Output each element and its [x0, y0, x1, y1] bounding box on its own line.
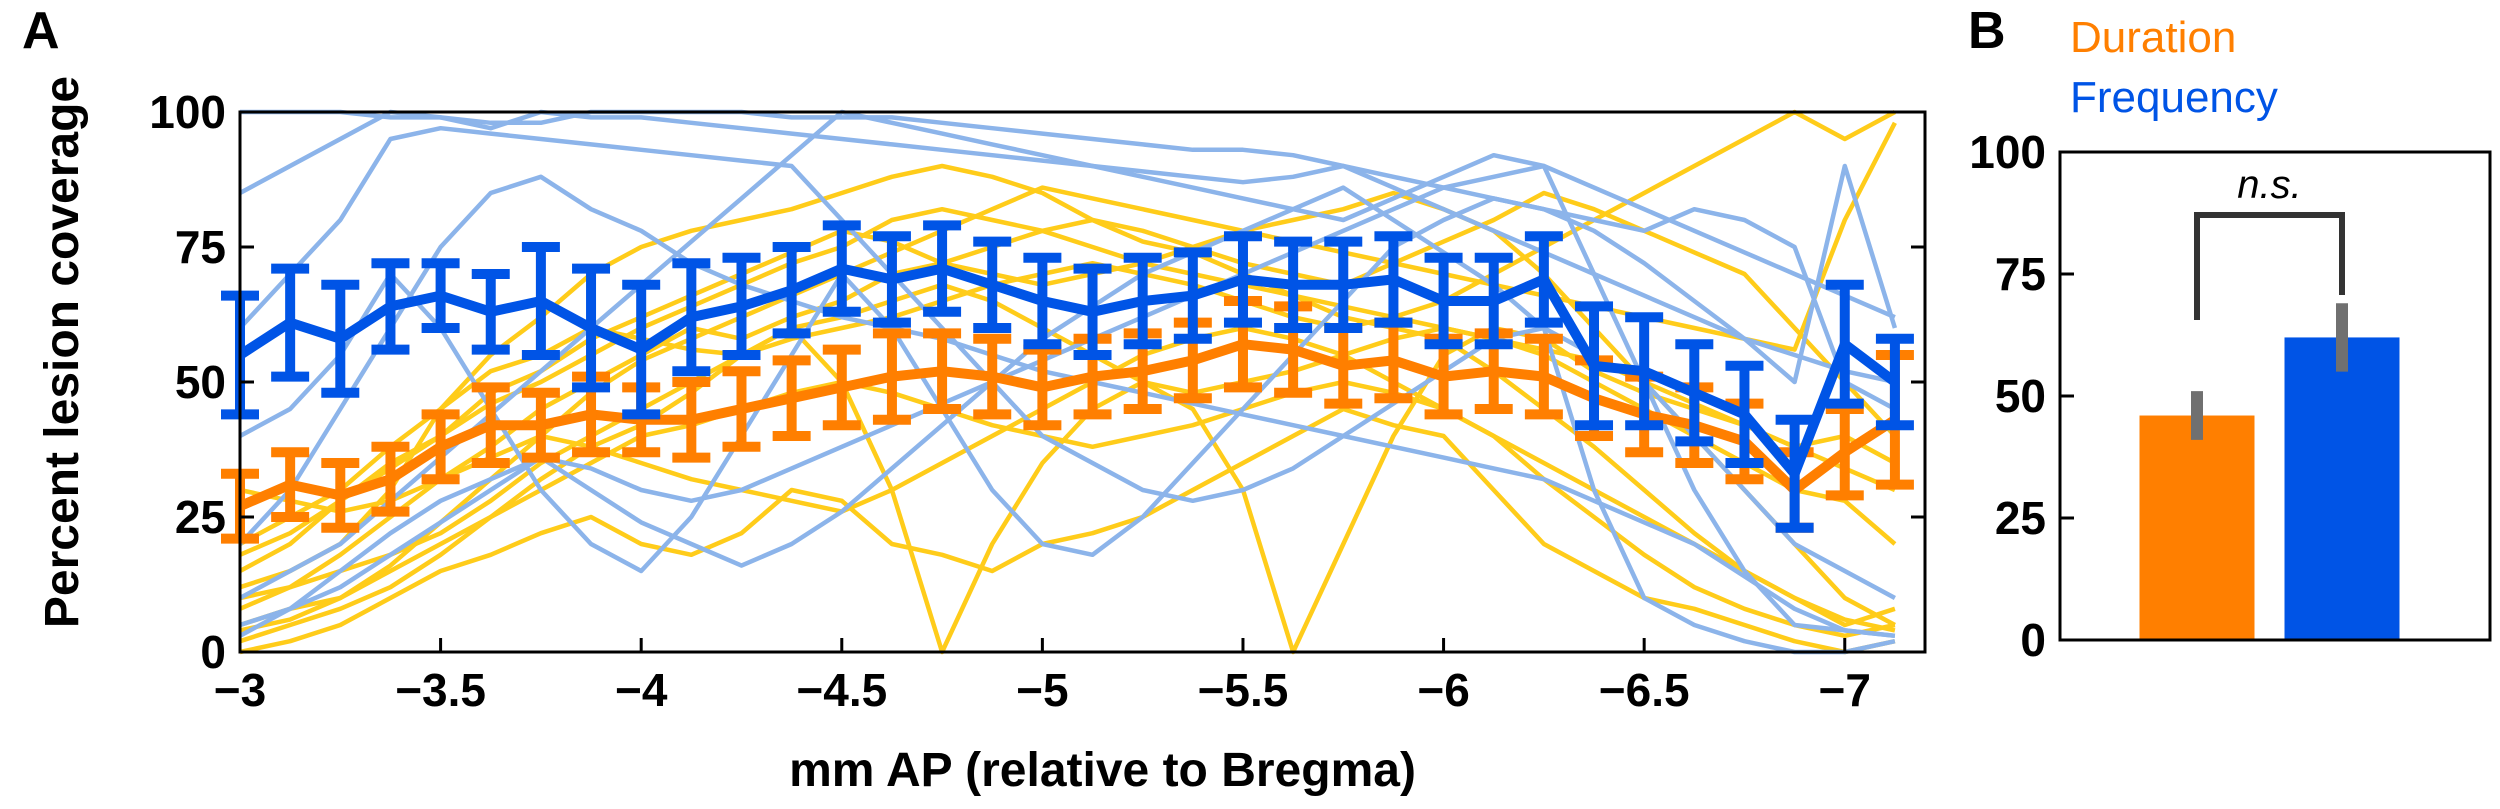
y-tick-label: 50 [175, 356, 226, 408]
duration-individual-line [239, 163, 1897, 590]
duration-bar [2139, 415, 2255, 640]
y-tick-label: 75 [1995, 248, 2046, 300]
duration-individual-line [238, 109, 1896, 546]
bars [2139, 303, 2400, 640]
y-tick-label: 100 [149, 86, 226, 138]
panel-label-a: A [22, 2, 60, 60]
x-axis-title: mm AP (relative to Bregma) [789, 744, 1416, 797]
y-tick-label: 75 [175, 221, 226, 273]
panel-label-b: B [1968, 2, 2006, 60]
x-tick-label: −4 [615, 664, 668, 716]
legend: Duration Frequency [2070, 13, 2278, 122]
x-tick-label: −3.5 [395, 664, 486, 716]
y-tick-label: 25 [175, 491, 226, 543]
x-tick-label: −6.5 [1599, 664, 1690, 716]
frequency-individual-line [238, 163, 1896, 638]
x-tick-label: −7 [1819, 664, 1871, 716]
y-tick-label: 25 [1995, 492, 2046, 544]
duration-individual-line [239, 325, 1896, 655]
frequency-individual-line [238, 109, 1896, 600]
axes-b: 0 25 50 75 100 [1969, 126, 2074, 666]
y-tick-label: 0 [2020, 614, 2046, 666]
significance-line [2194, 212, 2345, 320]
legend-entry-duration: Duration [2070, 13, 2236, 62]
x-tick-label: −3 [214, 664, 266, 716]
x-tick-label: −5.5 [1198, 664, 1289, 716]
frequency-individual-line [238, 174, 1896, 639]
panel-a: −3 −3.5 −4 −4.5 −5 −5.5 −6 −6.5 −7 0 25 50 75 100 mm … [36, 76, 1927, 797]
duration-individual-line [239, 406, 1896, 655]
duration-individual-line [239, 282, 1897, 601]
duration-individual-line [239, 121, 1897, 633]
x-tick-label: −5 [1016, 664, 1068, 716]
significance-text: n.s. [2237, 163, 2301, 207]
individual-traces [238, 109, 1898, 655]
plot-frame-b [2058, 150, 2492, 642]
frequency-mean-line [237, 263, 1898, 479]
duration-individual-line [238, 190, 1896, 627]
significance-bracket: n.s. [2194, 163, 2345, 320]
duration-mean-line [238, 339, 1898, 511]
frequency-individual-line [240, 109, 1896, 411]
frequency-bar [2284, 337, 2400, 640]
y-tick-label: 100 [1969, 126, 2046, 178]
frequency-individual-line [238, 163, 1898, 574]
legend-entry-frequency: Frequency [2070, 73, 2278, 122]
frequency-individual-line [239, 185, 1896, 655]
panel-b: Duration Frequency 0 25 50 75 100 n.s. [1969, 13, 2492, 666]
frequency-individual-line [238, 109, 1896, 385]
x-tick-label: −6 [1417, 664, 1469, 716]
y-tick-label: 0 [200, 626, 226, 678]
duration-individual-line [239, 379, 1896, 639]
axes-a: −3 −3.5 −4 −4.5 −5 −5.5 −6 −6.5 −7 0 25 50 75 100 [149, 86, 1925, 716]
x-tick-label: −4.5 [796, 664, 887, 716]
y-tick-label: 50 [1995, 370, 2046, 422]
y-axis-title: Percent lesion coverage [36, 76, 89, 628]
